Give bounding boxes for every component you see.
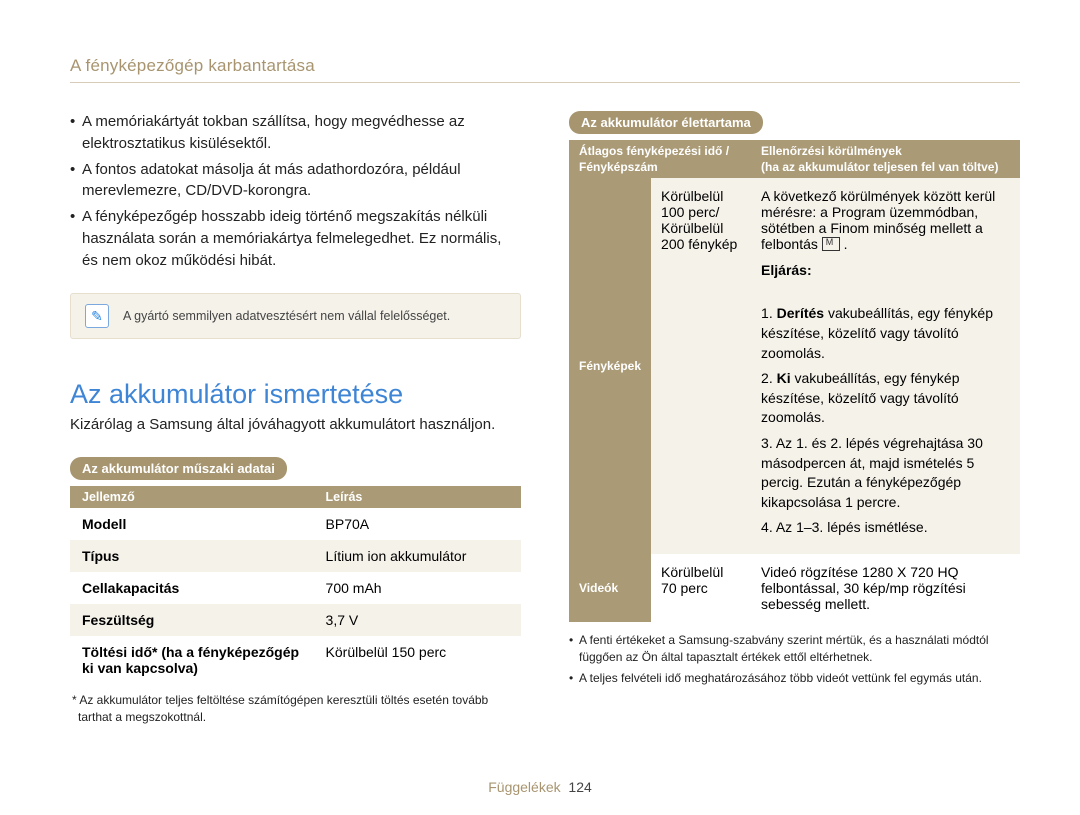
table-row: Fényképek Körülbelül 100 perc/ Körülbelü… [569,178,1020,294]
spec-val: BP70A [314,508,521,540]
period: . [840,236,848,252]
spec-header-val: Leírás [314,486,521,508]
table-row: Videók Körülbelül 70 perc Videó rögzítés… [569,554,1020,622]
footnote-item: A teljes felvételi idő meghatározásához … [569,670,1020,687]
step-item: 2. Ki vakubeállítás, egy fénykép készíté… [761,369,1010,428]
row-right-videos: Videó rögzítése 1280 X 720 HQ felbontáss… [751,554,1020,622]
spec-header-key: Jellemző [70,486,314,508]
table-row: Feszültség3,7 V [70,604,521,636]
procedure-title: Eljárás: [761,262,1010,278]
table-row: Töltési idő* (ha a fényképezőgép ki van … [70,636,521,684]
step-item: 3. Az 1. és 2. lépés végrehajtása 30 más… [761,434,1010,512]
tip-item: A fényképezőgép hosszabb ideig történő m… [70,206,521,271]
note-text: A gyártó semmilyen adatvesztésért nem vá… [123,309,450,323]
life-head-left: Átlagos fényképezési idő / Fényképszám [569,140,751,178]
row-mid-videos: Körülbelül 70 perc [651,554,751,622]
spec-heading-pill: Az akkumulátor műszaki adatai [70,457,287,480]
procedure-steps: 1. Derítés vakubeállítás, egy fénykép ké… [761,304,1010,538]
battery-spec-table: Jellemző Leírás ModellBP70A TípusLítium … [70,486,521,684]
procedure-cell: 1. Derítés vakubeállítás, egy fénykép ké… [751,294,1020,554]
row-label-photos: Fényképek [569,178,651,554]
footer-appendix: Függelékek [488,779,560,795]
step-item: 1. Derítés vakubeállítás, egy fénykép ké… [761,304,1010,363]
life-heading-pill: Az akkumulátor élettartama [569,111,763,134]
life-footnotes: A fenti értékeket a Samsung-szabvány sze… [569,632,1020,686]
section-lead: Kizárólag a Samsung által jóváhagyott ak… [70,416,521,433]
table-header-row: Jellemző Leírás [70,486,521,508]
note-box: ✎ A gyártó semmilyen adatvesztésért nem … [70,293,521,339]
section-title: Az akkumulátor ismertetése [70,379,521,410]
spec-key: Típus [70,540,314,572]
resolution-icon [822,237,840,251]
tip-item: A fontos adatokat másolja át más adathor… [70,159,521,203]
table-row: TípusLítium ion akkumulátor [70,540,521,572]
life-head-right: Ellenőrzési körülmények(ha az akkumuláto… [751,140,1020,178]
note-icon: ✎ [85,304,109,328]
page-footer: Függelékek 124 [0,779,1080,795]
spec-key: Modell [70,508,314,540]
spec-footnote: * Az akkumulátor teljes feltöltése számí… [70,692,521,726]
left-column: A memóriakártyát tokban szállítsa, hogy … [70,111,521,726]
table-row: Cellakapacitás700 mAh [70,572,521,604]
memory-card-tips: A memóriakártyát tokban szállítsa, hogy … [70,111,521,271]
spec-val: 3,7 V [314,604,521,636]
two-column-layout: A memóriakártyát tokban szállítsa, hogy … [70,111,1020,726]
spec-key: Töltési idő* (ha a fényképezőgép ki van … [70,636,314,684]
spec-val: Lítium ion akkumulátor [314,540,521,572]
footer-page-number: 124 [568,779,591,795]
spec-key: Cellakapacitás [70,572,314,604]
row-mid-photos: Körülbelül 100 perc/ Körülbelül 200 fény… [651,178,751,554]
right-column: Az akkumulátor élettartama Átlagos fényk… [569,111,1020,726]
spec-val: Körülbelül 150 perc [314,636,521,684]
step-item: 4. Az 1–3. lépés ismétlése. [761,518,1010,538]
battery-life-table: Átlagos fényképezési idő / Fényképszám E… [569,140,1020,622]
life-table-header: Átlagos fényképezési idő / Fényképszám E… [569,140,1020,178]
row-label-videos: Videók [569,554,651,622]
conditions-intro: A következő körülmények között kerül mér… [761,188,995,252]
spec-val: 700 mAh [314,572,521,604]
spec-key: Feszültség [70,604,314,636]
footnote-item: A fenti értékeket a Samsung-szabvány sze… [569,632,1020,666]
table-row: ModellBP70A [70,508,521,540]
breadcrumb: A fényképezőgép karbantartása [70,56,1020,83]
conditions-cell: A következő körülmények között kerül mér… [751,178,1020,294]
tip-item: A memóriakártyát tokban szállítsa, hogy … [70,111,521,155]
manual-page: A fényképezőgép karbantartása A memóriak… [0,0,1080,815]
